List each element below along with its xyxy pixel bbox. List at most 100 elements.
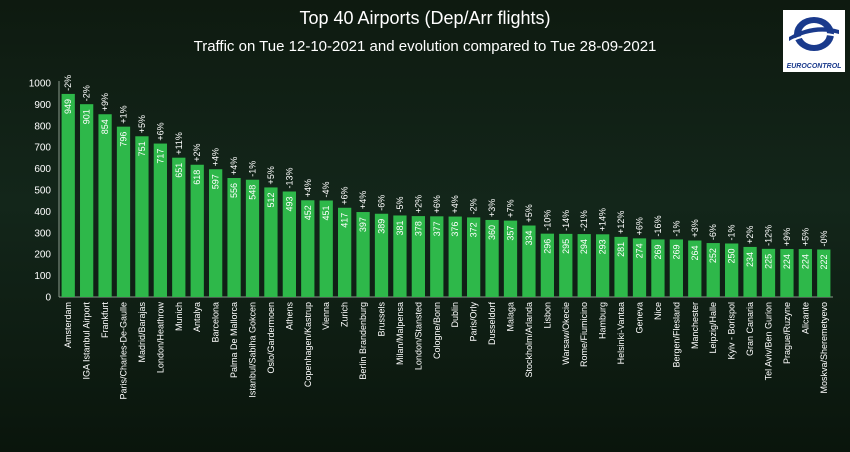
bar-value-label: 796 [119,132,129,147]
bar [430,216,444,297]
bar [209,169,223,297]
bar-series: 949 -2% 901 -2% 854 +9% 796 +1% 751 +5% 717 +6% 651 +… [61,75,831,297]
bar-value-label: 397 [358,217,368,232]
evolution-label: -4% [321,181,331,197]
evolution-label: +2% [745,226,755,244]
evolution-label: -16% [653,215,663,236]
category-label: Paris/Charles-De-Gaulle [119,302,129,400]
category-label: Berlin Brandenburg [358,302,368,380]
bar [540,233,554,297]
evolution-label: -6% [377,195,387,211]
evolution-label: +4% [358,191,368,209]
category-labels: Amsterdam IGA Istanbul Airport Frankfurt Pa… [63,302,829,400]
category-label: Rome/Fiumicino [579,302,589,367]
evolution-label: -1% [727,224,737,240]
evolution-label: +9% [100,93,110,111]
bar [135,136,149,297]
bar [282,191,296,297]
eurocontrol-logo: EUROCONTROL [783,10,845,72]
bar-value-label: 452 [303,205,313,220]
bar [172,157,186,297]
category-label: Dusseldorf [487,302,497,346]
evolution-label: +6% [635,217,645,235]
evolution-label: +5% [800,228,810,246]
chart-subtitle: Traffic on Tue 12-10-2021 and evolution … [193,38,657,55]
category-label: Tel Aviv/Ben Gurion [764,302,774,380]
y-tick-label: 100 [34,271,51,282]
bar [356,212,370,297]
bar-value-label: 360 [487,225,497,240]
bar [798,249,812,297]
bar [706,243,720,297]
evolution-label: +6% [155,122,165,140]
category-label: Madrid/Barajas [137,302,147,363]
evolution-label: +14% [598,208,608,231]
bar [522,225,536,297]
y-tick-label: 600 [34,164,51,175]
bar-value-label: 294 [579,239,589,254]
bar-value-label: 225 [764,254,774,269]
chart-title: Top 40 Airports (Dep/Arr flights) [299,8,551,28]
y-tick-label: 200 [34,250,51,261]
bar [669,239,683,297]
y-tick-label: 500 [34,186,51,197]
category-label: IGA Istanbul Airport [82,302,92,380]
category-label: Warsaw/Okecie [561,302,571,365]
evolution-label: +12% [616,211,626,234]
bar [153,143,167,297]
bar-value-label: 296 [542,239,552,254]
category-label: Dublin [450,302,460,328]
bar-value-label: 357 [506,226,516,241]
bar [245,179,260,297]
bar [503,220,518,297]
category-label: Manchester [690,302,700,349]
bar [559,233,573,297]
category-label: Vienna [321,302,331,330]
evolution-label: +4% [450,195,460,213]
bar [301,200,315,297]
bar [780,249,794,297]
evolution-label: -2% [82,85,92,101]
evolution-label: +4% [303,179,313,197]
bar-value-label: 451 [321,205,331,220]
bar-value-label: 269 [671,244,681,259]
evolution-label: -0% [819,230,829,246]
eurocontrol-logo-icon [789,17,839,51]
evolution-label: +6% [432,195,442,213]
bar [467,217,481,297]
bar-value-label: 751 [137,141,147,156]
bar-value-label: 264 [690,246,700,261]
bar-value-label: 372 [469,222,479,237]
bar [393,215,407,297]
bar-value-label: 334 [524,231,534,246]
category-label: Malaga [506,302,516,332]
bar [614,236,628,297]
bar-value-label: 295 [561,239,571,254]
bar-value-label: 417 [340,213,350,228]
bar-value-label: 389 [377,219,387,234]
category-label: Leipzig/Halle [708,302,718,354]
bar [338,207,352,297]
category-label: Brussels [377,302,387,337]
evolution-label: -12% [764,225,774,246]
category-label: Oslo/Gardermoen [266,302,276,374]
category-label: London/Stansted [413,302,423,370]
evolution-label: +5% [137,115,147,133]
category-label: Frankfurt [100,302,110,339]
y-tick-label: 300 [34,228,51,239]
evolution-label: +5% [524,204,534,222]
category-label: Moskva/Sheremetyevo [819,302,829,394]
logo-text: EUROCONTROL [786,63,842,70]
bar-value-label: 548 [248,185,258,200]
bar-value-label: 281 [616,242,626,257]
category-label: Prague/Ruzyne [782,302,792,364]
bar [411,216,425,297]
category-label: London/Heathrow [155,302,165,374]
y-tick-label: 0 [45,293,51,304]
bar [743,246,757,297]
evolution-label: -6% [708,224,718,240]
bar-value-label: 493 [284,196,294,211]
bar [374,213,389,297]
category-label: Paris/Orly [469,302,479,342]
